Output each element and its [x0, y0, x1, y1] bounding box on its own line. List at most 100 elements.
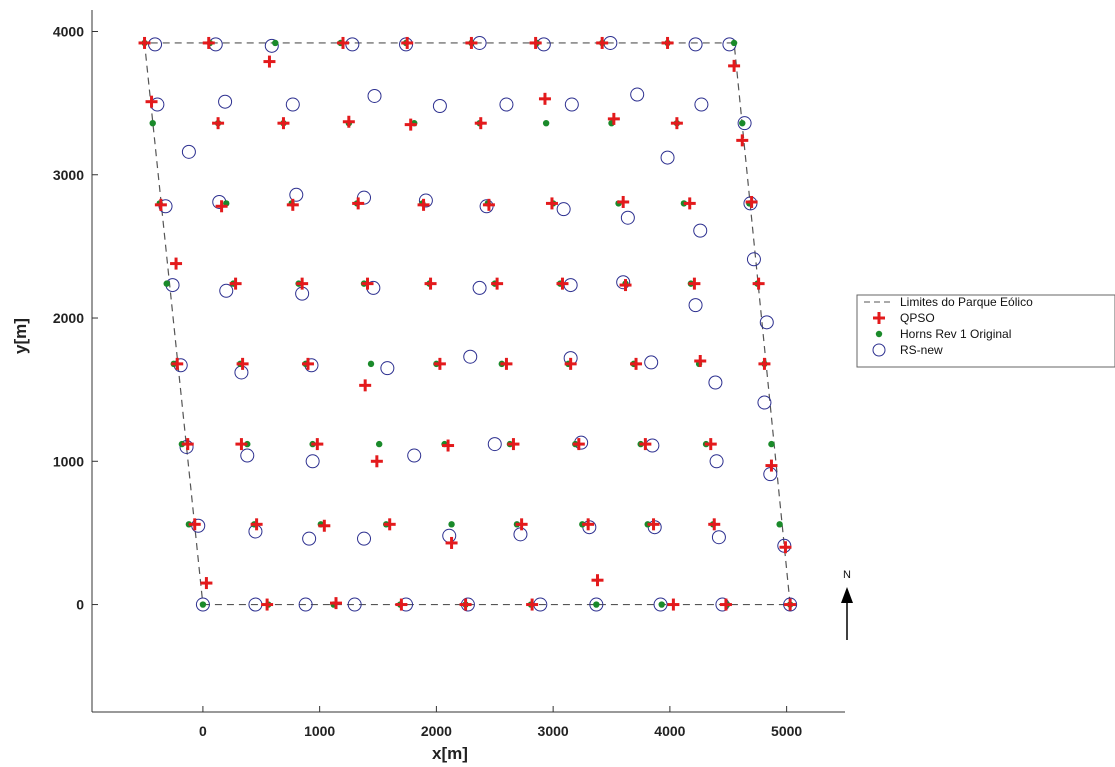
qpso-point	[596, 36, 609, 49]
rs-new-point	[757, 395, 772, 410]
horns-rev-point	[199, 601, 207, 608]
rs-new-point	[218, 94, 233, 109]
qpso-point	[526, 598, 539, 611]
qpso-point	[507, 438, 520, 451]
rs-new-layer	[148, 35, 798, 612]
legend-horns-rev-swatch	[875, 330, 883, 338]
rs-new-point	[472, 280, 487, 295]
qpso-point	[329, 597, 342, 610]
qpso-layer	[138, 36, 797, 611]
rs-new-point	[357, 531, 372, 546]
qpso-point	[619, 279, 632, 292]
qpso-point	[683, 197, 696, 210]
qpso-point	[617, 195, 630, 208]
qpso-point	[337, 36, 349, 49]
rs-new-point	[499, 97, 514, 112]
qpso-point	[694, 355, 707, 367]
horns-rev-point	[448, 521, 455, 528]
rs-new-point	[737, 116, 752, 131]
y-tick-label: 0	[76, 597, 84, 613]
qpso-point	[342, 115, 355, 128]
rs-new-point	[463, 349, 478, 364]
x-tick-label: 4000	[654, 723, 685, 739]
rs-new-point	[289, 187, 304, 202]
north-arrow-head	[841, 587, 853, 603]
rs-new-point	[302, 531, 317, 546]
rs-new-point	[556, 202, 571, 217]
qpso-point	[688, 277, 701, 290]
rs-new-point	[240, 448, 255, 463]
rs-new-point	[708, 375, 723, 390]
rs-new-point	[285, 97, 300, 112]
legend-boundary-label: Limites do Parque Eólico	[900, 295, 1033, 309]
rs-new-point	[644, 355, 659, 370]
qpso-point	[582, 518, 595, 531]
qpso-point	[465, 36, 478, 49]
qpso-point	[370, 455, 383, 468]
qpso-point	[277, 117, 290, 130]
qpso-point	[779, 541, 792, 554]
rs-new-point	[487, 437, 502, 452]
rs-new-point	[564, 97, 579, 112]
qpso-point	[758, 357, 771, 370]
rs-new-point	[264, 38, 279, 53]
qpso-point	[765, 459, 778, 472]
qpso-point	[200, 577, 213, 590]
qpso-point	[263, 55, 276, 68]
rs-new-point	[418, 193, 433, 208]
qpso-point	[639, 438, 652, 451]
horns-rev-point	[739, 119, 746, 127]
horns-rev-point	[542, 119, 550, 127]
rs-new-point	[195, 597, 210, 612]
qpso-point	[445, 536, 458, 549]
rs-new-point	[219, 283, 234, 298]
y-tick-label: 1000	[53, 453, 84, 469]
rs-new-point	[347, 597, 362, 612]
qpso-point	[236, 357, 249, 370]
legend: Limites do Parque Eólico QPSO Horns Rev …	[856, 294, 1115, 368]
horns-rev-point	[593, 601, 600, 608]
qpso-point	[171, 357, 184, 370]
rs-new-point	[709, 454, 724, 469]
rs-new-point	[688, 298, 703, 313]
qpso-point	[212, 117, 225, 130]
x-tick-label: 3000	[538, 723, 569, 739]
axis-ticks: 0 1000 2000 3000 4000 5000 0 1000 2000 3000 4000	[53, 23, 803, 739]
qpso-point	[752, 277, 765, 290]
qpso-point	[301, 357, 314, 370]
y-axis-label: y[m]	[11, 318, 30, 354]
qpso-point	[515, 518, 528, 531]
rs-new-point	[693, 223, 708, 238]
qpso-point	[296, 277, 309, 290]
horns-rev-point	[776, 521, 783, 528]
qpso-point	[736, 134, 749, 147]
legend-box	[856, 294, 1115, 368]
qpso-point	[591, 574, 604, 587]
qpso-point	[361, 277, 374, 290]
qpso-point	[459, 598, 472, 611]
qpso-point	[474, 117, 487, 130]
qpso-point	[572, 438, 585, 451]
qpso-point	[138, 36, 151, 49]
qpso-point	[719, 598, 732, 611]
legend-horns-rev-label: Horns Rev 1 Original	[900, 327, 1011, 341]
rs-new-point	[783, 597, 798, 612]
legend-qpso-label: QPSO	[900, 311, 935, 325]
rs-new-point	[407, 448, 422, 463]
qpso-point	[607, 112, 620, 125]
qpso-point	[433, 357, 446, 370]
qpso-point	[704, 438, 717, 451]
qpso-point	[318, 519, 331, 532]
qpso-point	[661, 36, 674, 49]
qpso-point	[181, 438, 194, 451]
x-tick-label: 1000	[304, 723, 335, 739]
qpso-point	[647, 518, 660, 531]
qpso-point	[145, 95, 158, 108]
qpso-point	[728, 59, 741, 72]
qpso-point	[395, 598, 408, 611]
qpso-point	[404, 118, 417, 131]
qpso-point	[745, 195, 758, 208]
